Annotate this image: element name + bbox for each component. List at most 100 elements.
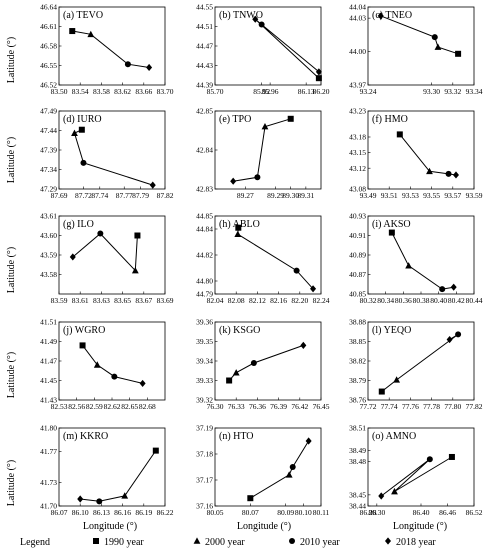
panel-title: (f) HMO: [372, 114, 408, 125]
legend-label: 2018 year: [396, 537, 436, 548]
x-tick-label: 80.09: [277, 508, 294, 517]
y-tick-label: 41.70: [40, 502, 57, 511]
triangle-marker: [87, 30, 95, 38]
y-tick-label: 44.79: [196, 290, 213, 299]
legend-diamond-marker: [385, 537, 391, 545]
y-tick-label: 44.39: [196, 81, 213, 90]
x-tick-label: 93.55: [423, 191, 440, 200]
x-tick-label: 83.50: [51, 87, 68, 96]
panel-title: (k) KSGO: [219, 325, 260, 336]
x-tick-label: 80.11: [313, 508, 330, 517]
y-tick-label: 44.85: [196, 212, 213, 221]
x-tick-label: 77.72: [360, 402, 377, 411]
y-tick-label: 47.29: [40, 185, 57, 194]
circle-marker: [431, 34, 438, 41]
x-tick-label: 82.04: [207, 296, 224, 305]
legend-circle-marker: [289, 538, 295, 544]
x-axis-label-center: Longitude (°): [237, 521, 291, 532]
panel-7: 83.59 83.61 83.63 83.65 83.67 83.69 43.58 43.59…: [40, 212, 174, 305]
y-tick-label: 47.49: [40, 107, 57, 116]
y-tick-label: 39.36: [196, 318, 213, 327]
x-tick-label: 82.24: [313, 296, 330, 305]
y-axis-label-row-1: Latitude (°): [6, 37, 17, 83]
trajectory-line: [237, 227, 314, 290]
x-tick-label: 86.13: [298, 87, 315, 96]
y-tick-label: 38.79: [349, 376, 366, 385]
diamond-marker: [139, 379, 146, 388]
trajectory-line: [391, 232, 454, 290]
y-tick-label: 44.04: [349, 3, 366, 12]
panel-title: (m) KKRO: [63, 431, 108, 442]
panel-1: 83.50 83.54 83.58 83.62 83.66 83.70 46.52 46.55…: [40, 3, 174, 96]
x-tick-label: 93.49: [360, 191, 377, 200]
x-tick-label: 86.28: [360, 508, 377, 517]
square-marker: [448, 453, 455, 460]
x-tick-label: 93.34: [466, 87, 483, 96]
panel-13: 86.07 86.10 86.13 86.16 86.19 86.22 41.70 41.73…: [40, 424, 174, 517]
trajectory-line: [250, 440, 310, 499]
x-tick-label: 80.32: [360, 296, 377, 305]
x-tick-label: 77.76: [402, 402, 419, 411]
y-tick-label: 41.80: [40, 424, 57, 433]
x-tick-label: 86.40: [413, 508, 430, 517]
y-tick-label: 38.49: [349, 446, 366, 455]
x-tick-label: 82.59: [86, 402, 103, 411]
triangle-marker: [405, 262, 413, 269]
y-tick-label: 46.52: [40, 81, 57, 90]
y-tick-label: 43.97: [349, 81, 366, 90]
panel-3: 93.24 93.30 93.32 93.34 43.97 44.00 44.03 44.04…: [349, 3, 483, 96]
x-tick-label: 82.62: [104, 402, 121, 411]
x-tick-label: 85.92: [253, 87, 270, 96]
diamond-marker: [315, 68, 322, 76]
y-tick-label: 44.43: [196, 61, 213, 70]
legend-item: 2018 year: [385, 537, 436, 548]
square-marker: [134, 232, 141, 239]
x-tick-label: 82.08: [228, 296, 245, 305]
trajectory-line: [233, 118, 291, 182]
circle-marker: [426, 456, 433, 463]
x-tick-label: 93.53: [402, 191, 419, 200]
x-tick-label: 86.52: [466, 508, 483, 517]
triangle-marker: [93, 361, 101, 368]
legend-square-marker: [93, 538, 99, 544]
panel-10: 82.53 82.56 82.59 82.62 82.65 82.68 41.43 41.45…: [40, 318, 166, 411]
x-tick-label: 80.34: [377, 296, 394, 305]
x-tick-label: 86.10: [72, 508, 89, 517]
panel-title: (a) TEVO: [63, 10, 103, 21]
y-tick-label: 44.51: [196, 22, 213, 31]
y-tick-label: 44.82: [196, 251, 213, 260]
triangle-marker: [131, 267, 139, 274]
square-marker: [378, 388, 385, 395]
x-tick-label: 83.69: [157, 296, 174, 305]
y-tick-label: 44.80: [196, 277, 213, 286]
y-tick-label: 38.48: [349, 457, 366, 466]
y-tick-label: 46.58: [40, 42, 57, 51]
x-tick-label: 87.74: [91, 191, 108, 200]
y-tick-label: 39.32: [196, 396, 213, 405]
y-tick-label: 37.18: [196, 450, 213, 459]
y-tick-label: 37.19: [196, 424, 213, 433]
trajectory-line: [380, 15, 459, 55]
x-tick-label: 89.31: [297, 191, 314, 200]
y-tick-label: 47.44: [40, 126, 57, 135]
x-tick-label: 77.82: [466, 402, 483, 411]
x-tick-label: 82.56: [68, 402, 85, 411]
triangle-marker: [71, 129, 78, 137]
x-tick-label: 80.05: [207, 508, 224, 517]
circle-marker: [289, 464, 296, 470]
x-tick-label: 82.16: [270, 296, 287, 305]
circle-marker: [445, 170, 452, 177]
circle-marker: [293, 267, 300, 274]
plot-frame: [367, 110, 475, 190]
legend-item: 2000 year: [193, 537, 245, 548]
panel-title: (g) ILO: [63, 219, 94, 230]
x-tick-label: 82.65: [121, 402, 138, 411]
square-marker: [287, 115, 294, 122]
x-tick-label: 87.77: [116, 191, 133, 200]
x-tick-label: 76.45: [313, 402, 330, 411]
circle-marker: [455, 331, 462, 338]
x-tick-label: 83.58: [93, 87, 110, 96]
panel-title: (i) AKSO: [372, 219, 411, 230]
circle-marker: [258, 21, 265, 28]
x-tick-label: 93.51: [381, 191, 398, 200]
